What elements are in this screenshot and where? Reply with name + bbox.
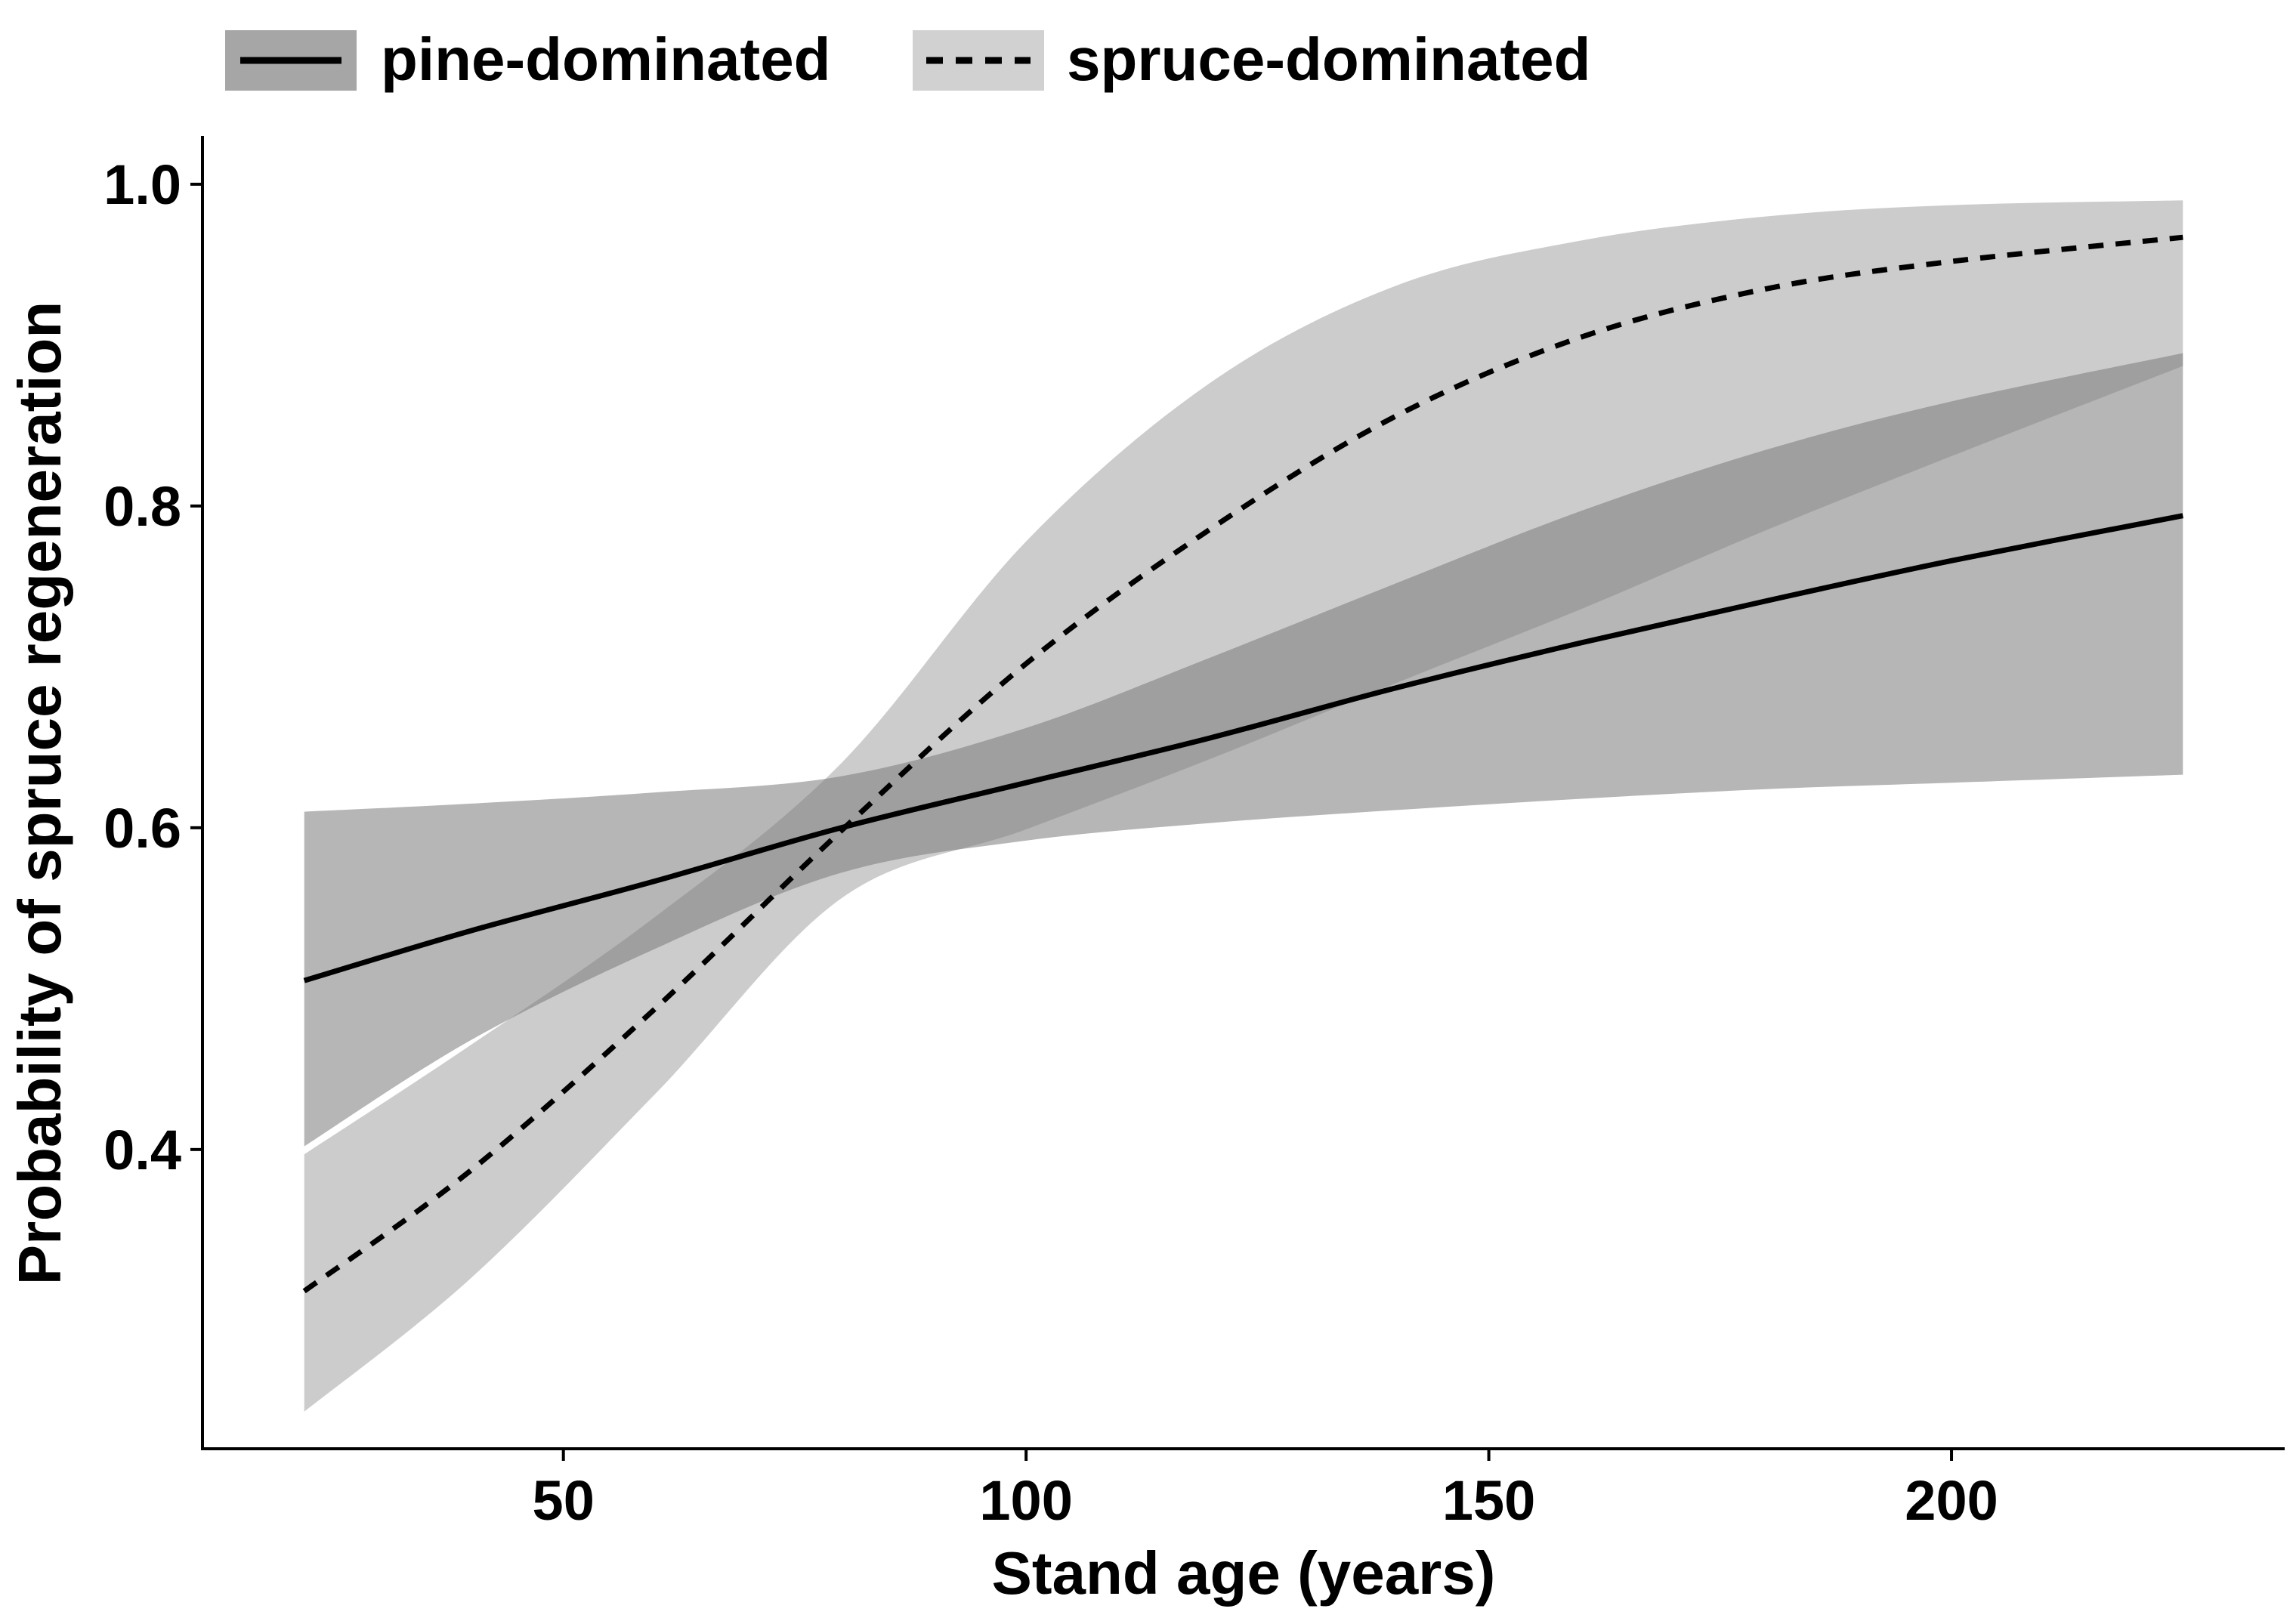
x-tick-label-100: 100 [979,1469,1072,1532]
x-tick-label-50: 50 [533,1469,595,1532]
y-ticks: 0.4 0.6 0.8 1.0 [104,153,202,1181]
x-axis-title: Stand age (years) [992,1539,1496,1607]
y-axis-title: Probability of spruce regeneration [6,301,73,1286]
ribbons [304,200,2183,1413]
ribbon-pine-dominated [304,353,2183,1147]
y-tick-label-1: 1.0 [104,153,181,216]
y-tick-label-0.8: 0.8 [104,475,181,538]
line-spruce-dominated [302,234,2183,1294]
axes [201,136,2285,1450]
x-tick-label-200: 200 [1905,1469,1998,1532]
x-ticks: 50 100 150 200 [533,1449,1998,1532]
y-tick-label-0.4: 0.4 [104,1119,181,1181]
line-pine-dominated [303,513,2183,983]
legend: pine-dominated spruce-dominated [225,26,1590,93]
legend-label-pine-dominated: pine-dominated [381,26,831,93]
legend-label-spruce-dominated: spruce-dominated [1067,26,1590,93]
x-tick-label-150: 150 [1442,1469,1535,1532]
y-tick-label-0.6: 0.6 [104,797,181,860]
series-lines [302,234,2183,1294]
